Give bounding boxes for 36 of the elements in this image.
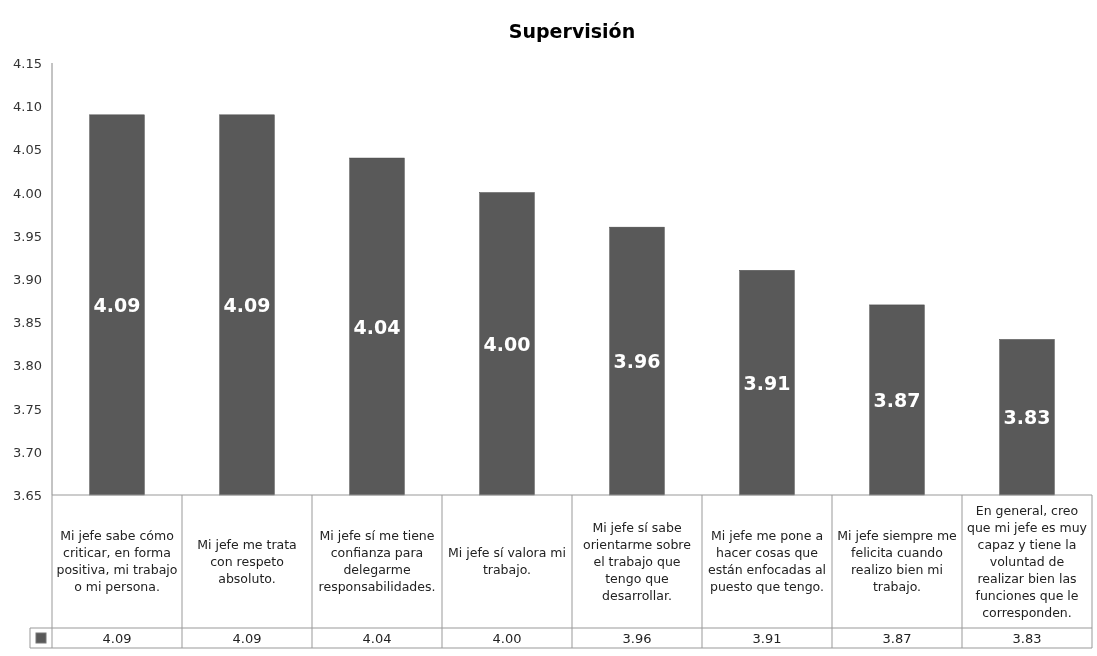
y-tick-label: 3.75 — [13, 401, 42, 417]
x-tick-label: Mi jefe siempre me felicita cuando realizo bien mi trabajo. — [837, 528, 958, 594]
data-label: 3.83 — [1012, 631, 1042, 646]
y-tick-label: 4.00 — [13, 185, 42, 201]
x-tick-label: En general, creo que mi jefe es muy capaz y tiene la voluntad de realizar bien las funciones que le corresponden. — [966, 502, 1088, 620]
x-tick-label: Mi jefe sí me tiene confianza para delegarme responsabilidades. — [318, 528, 436, 594]
data-label: 4.09 — [102, 631, 132, 646]
x-tick-label: Mi jefe me trata con respeto absoluto. — [197, 536, 297, 586]
text: 4.09 — [223, 293, 271, 316]
x-tick-label: Mi jefe sí valora mi trabajo. — [447, 545, 567, 577]
y-tick-label: 4.15 — [13, 56, 42, 71]
chart-title: Supervisión — [508, 20, 636, 42]
text: 3.91 — [743, 371, 791, 394]
y-tick-label: 4.10 — [13, 99, 42, 115]
y-tick-label: 3.65 — [13, 488, 42, 503]
data-label: 4.09 — [232, 631, 262, 646]
text: 4.09 — [93, 293, 141, 316]
y-tick-label: 3.95 — [13, 228, 42, 244]
text: 3.87 — [873, 388, 921, 411]
y-tick-label: 3.85 — [13, 315, 42, 331]
text: 3.83 — [1003, 406, 1051, 429]
data-label: 3.96 — [622, 631, 652, 646]
data-label: 3.87 — [882, 631, 912, 646]
data-label: 3.91 — [752, 631, 782, 646]
x-tick-label: Mi jefe sabe cómo criticar, en forma positiva, mi trabajo o mi persona. — [56, 528, 178, 594]
data-label: 4.00 — [492, 631, 522, 646]
text: 3.96 — [613, 350, 661, 373]
x-tick-label: Mi jefe sí sabe orientarme sobre el trabajo que tengo que desarrollar. — [583, 519, 692, 603]
x-tick-label: Mi jefe me pone a hacer cosas que están enfocadas al puesto que tengo. — [707, 528, 827, 594]
text: 4.04 — [353, 315, 401, 338]
y-tick-label: 4.05 — [13, 142, 42, 158]
y-tick-label: 3.70 — [13, 444, 42, 460]
data-label: 4.04 — [362, 631, 392, 646]
y-tick-label: 3.90 — [13, 272, 42, 287]
y-tick-label: 3.80 — [13, 358, 42, 374]
text: 4.00 — [483, 332, 531, 355]
